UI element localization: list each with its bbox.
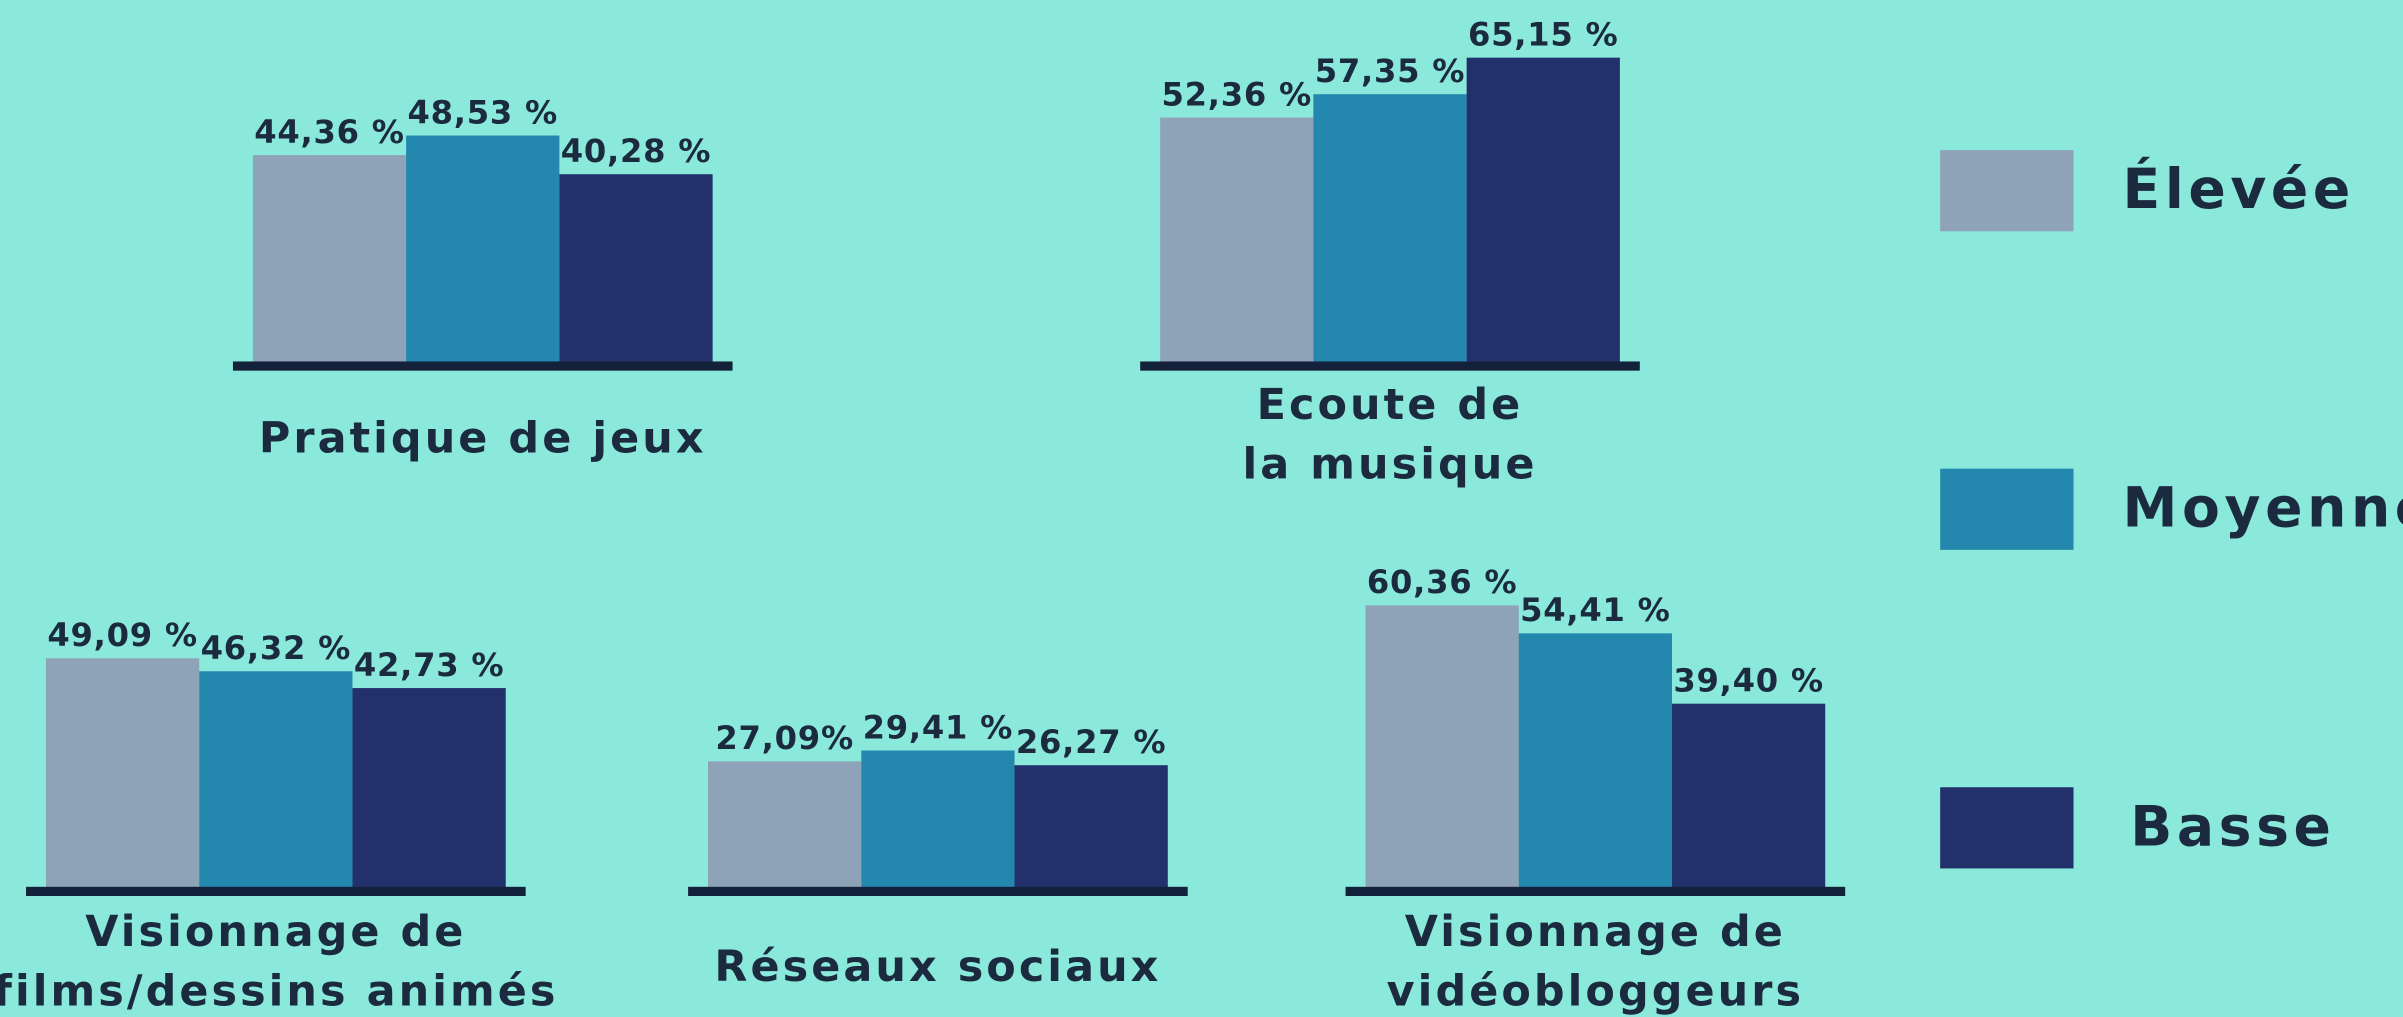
- baseline: [1345, 886, 1846, 897]
- baseline: [232, 361, 733, 371]
- value-label: 27,09%: [715, 719, 854, 757]
- bar: [559, 174, 713, 363]
- chart-title: Visionnage de: [1405, 907, 1786, 957]
- value-label: 44,36 %: [254, 113, 405, 151]
- bar: [406, 135, 560, 363]
- legend-swatch: [1940, 787, 2074, 869]
- bar: [45, 658, 200, 889]
- value-label: 57,35 %: [1315, 52, 1466, 90]
- chart-title: Réseaux sociaux: [714, 942, 1161, 992]
- value-label: 65,15 %: [1468, 15, 1619, 53]
- chart-title: Visionnage de: [85, 907, 466, 957]
- chart-title: Ecoute de: [1257, 380, 1524, 430]
- value-label: 48,53 %: [407, 93, 558, 131]
- baseline: [1140, 361, 1640, 371]
- legend-swatch: [1940, 468, 2074, 550]
- bar: [708, 761, 862, 889]
- value-label: 26,27 %: [1016, 723, 1167, 761]
- bar: [1160, 117, 1314, 363]
- value-label: 29,41 %: [863, 708, 1014, 746]
- bar: [1466, 57, 1620, 363]
- baseline: [688, 886, 1188, 897]
- legend-label: Moyenne: [2123, 477, 2403, 541]
- legend-label: Élevée: [2123, 156, 2355, 222]
- value-label: 52,36 %: [1161, 75, 1312, 113]
- chart-title: Pratique de jeux: [259, 414, 707, 464]
- value-label: 49,09 %: [47, 616, 198, 654]
- bar: [861, 750, 1015, 889]
- bar: [1365, 605, 1519, 889]
- baseline: [26, 886, 526, 897]
- bar: [352, 688, 506, 889]
- value-label: 40,28 %: [561, 132, 712, 170]
- value-label: 39,40 %: [1673, 661, 1824, 699]
- bar: [1671, 703, 1826, 889]
- bar: [1014, 765, 1168, 889]
- value-label: 42,73 %: [354, 646, 505, 684]
- chart-title: vidéobloggeurs: [1387, 967, 1804, 1017]
- chart-title: la musique: [1243, 440, 1538, 490]
- bar: [199, 671, 353, 889]
- bar: [1518, 633, 1672, 889]
- value-label: 46,32 %: [201, 629, 352, 667]
- bar: [252, 155, 407, 363]
- legend-swatch: [1940, 150, 2074, 232]
- value-label: 60,36 %: [1367, 563, 1518, 601]
- bar: [1313, 94, 1467, 363]
- legend-label: Basse: [2130, 795, 2335, 859]
- value-label: 54,41 %: [1520, 591, 1671, 629]
- chart-title: films/dessins animés: [0, 967, 558, 1017]
